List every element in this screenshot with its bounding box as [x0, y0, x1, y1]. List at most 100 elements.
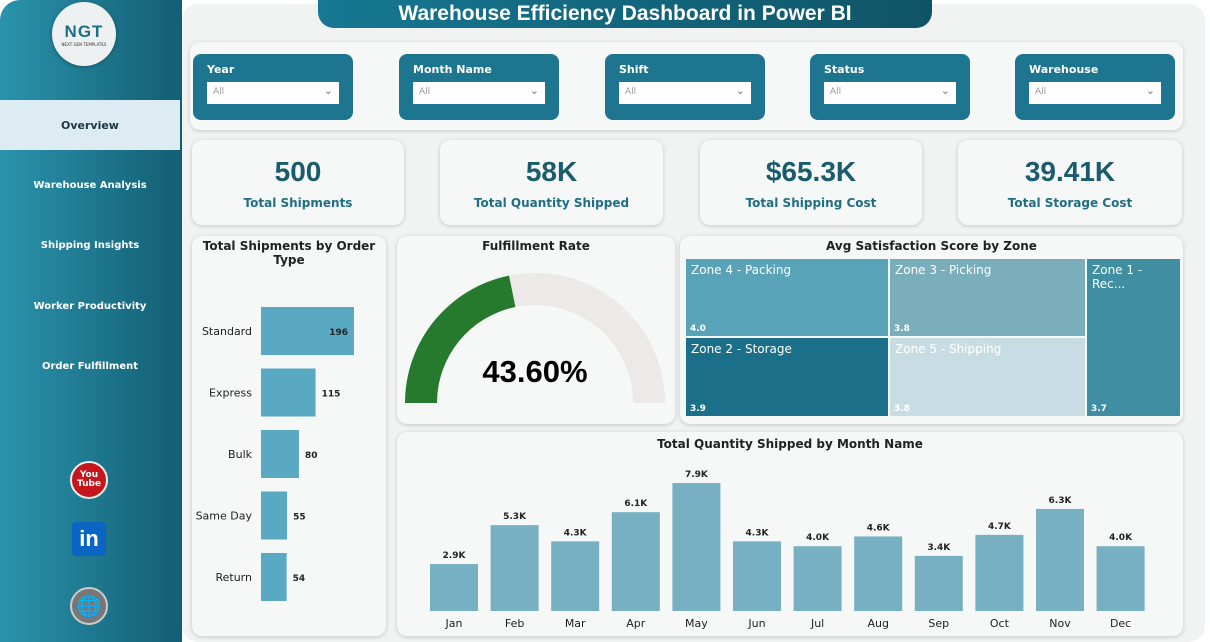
data-label: 115	[322, 390, 341, 400]
category-label: Express	[209, 387, 252, 400]
sidebar: NGT NEXT GEN TEMPLATES Overview Warehouse…	[0, 0, 182, 642]
filter-value: All	[625, 87, 637, 97]
data-label: 6.1K	[624, 499, 648, 509]
month-label: Aug	[867, 617, 888, 630]
fulfillment-gauge	[405, 273, 665, 403]
month-label: Nov	[1049, 617, 1071, 630]
zone-score: 3.9	[690, 404, 706, 414]
youtube-icon[interactable]: You Tube	[70, 461, 108, 499]
kpi-card: 58K Total Quantity Shipped	[440, 140, 663, 225]
data-label: 80	[305, 451, 318, 461]
logo-text: NGT	[64, 21, 104, 41]
logo-subtitle: NEXT GEN TEMPLATES	[61, 41, 107, 47]
month-label: Jul	[810, 617, 824, 630]
treemap-tile[interactable]: Zone 3 - Picking 3.8	[890, 259, 1085, 336]
bar[interactable]	[261, 430, 299, 478]
nav-overview[interactable]: Overview	[0, 100, 180, 150]
zone-name: Zone 5 - Shipping	[895, 342, 1002, 356]
nav-worker-productivity[interactable]: Worker Productivity	[33, 300, 147, 312]
category-label: Same Day	[196, 510, 253, 523]
linkedin-icon[interactable]: in	[72, 522, 106, 556]
filter-dropdown[interactable]: All ⌄	[619, 82, 751, 104]
bar[interactable]	[975, 534, 1024, 611]
month-label: May	[685, 617, 708, 630]
bar[interactable]	[854, 536, 903, 611]
category-label: Standard	[202, 325, 252, 338]
page-title: Warehouse Efficiency Dashboard in Power …	[318, 0, 932, 28]
nav-warehouse-analysis[interactable]: Warehouse Analysis	[33, 179, 147, 191]
kpi-value: 39.41K	[1024, 156, 1116, 187]
bar[interactable]	[490, 525, 539, 611]
data-label: 6.3K	[1049, 496, 1073, 506]
bar[interactable]	[261, 553, 287, 601]
filter-label: Status	[824, 63, 865, 76]
data-label: 4.6K	[867, 523, 891, 533]
bar[interactable]	[551, 541, 600, 611]
filter-value: All	[1035, 87, 1047, 97]
filter-label: Shift	[619, 63, 649, 76]
kpi-value: $65.3K	[765, 156, 857, 187]
data-label: 7.9K	[685, 470, 709, 480]
bar[interactable]	[261, 491, 288, 540]
order-type-bars: Standard 196 Express 115 Bulk 80 Same Day 55 Ret…	[196, 307, 354, 601]
monthly-bars: 2.9K Jan 5.3K Feb 4.3K Mar 6.1K Apr 7.9K May 4.3K J…	[430, 470, 1145, 630]
chevron-down-icon: ⌄	[529, 84, 539, 97]
bar[interactable]	[1096, 546, 1145, 611]
chevron-down-icon: ⌄	[735, 84, 745, 97]
treemap-tile[interactable]: Zone 1 - Rec... 3.7	[1087, 259, 1180, 416]
data-label: 4.0K	[806, 533, 830, 543]
filter-dropdown[interactable]: All ⌄	[413, 82, 545, 104]
category-label: Return	[215, 571, 252, 584]
chart-title: Total Quantity Shipped by Month Name	[657, 437, 923, 451]
treemap-tile[interactable]: Zone 2 - Storage 3.9	[686, 338, 888, 416]
zone-name: Zone 3 - Picking	[895, 263, 992, 277]
bar[interactable]	[430, 564, 478, 611]
bar[interactable]	[261, 307, 354, 355]
filter-warehouse: Warehouse All ⌄	[1015, 54, 1175, 120]
data-label: 196	[329, 328, 348, 338]
gauge-fill	[405, 275, 516, 403]
data-label: 54	[293, 574, 306, 584]
month-label: Mar	[565, 617, 586, 630]
bar[interactable]	[793, 546, 842, 611]
month-label: Oct	[990, 617, 1010, 630]
zone-score: 3.8	[894, 404, 910, 414]
filter-value: All	[830, 87, 842, 97]
bar[interactable]	[611, 512, 660, 611]
kpi-label: Total Shipping Cost	[745, 196, 877, 210]
bar[interactable]	[914, 555, 963, 611]
filter-label: Month Name	[413, 63, 492, 76]
nav-order-fulfillment[interactable]: Order Fulfillment	[41, 360, 139, 372]
gauge-value: 43.60%	[482, 354, 588, 389]
kpi-value: 58K	[525, 156, 578, 187]
filter-dropdown[interactable]: All ⌄	[824, 82, 956, 104]
filter-value: All	[213, 87, 225, 97]
globe-icon[interactable]: 🌐	[70, 587, 108, 625]
kpi-label: Total Storage Cost	[1007, 196, 1133, 210]
order-type-chart: Total Shipments by Order Type	[192, 236, 386, 636]
month-label: Apr	[626, 617, 646, 630]
filter-year: Year All ⌄	[193, 54, 353, 120]
data-label: 4.0K	[1109, 533, 1133, 543]
ngt-logo: NGT NEXT GEN TEMPLATES	[52, 2, 116, 66]
nav-shipping-insights[interactable]: Shipping Insights	[40, 239, 140, 251]
bar[interactable]	[261, 368, 316, 417]
data-label: 4.3K	[746, 528, 770, 538]
kpi-card: 500 Total Shipments	[192, 140, 404, 225]
month-label: Jan	[445, 617, 463, 630]
filter-dropdown[interactable]: All ⌄	[1029, 82, 1161, 104]
bar[interactable]	[672, 483, 721, 611]
filter-value: All	[419, 87, 431, 97]
filter-dropdown[interactable]: All ⌄	[207, 82, 339, 104]
kpi-label: Total Quantity Shipped	[473, 196, 630, 210]
chevron-down-icon: ⌄	[1145, 84, 1155, 97]
bar[interactable]	[1036, 508, 1084, 611]
kpi-label: Total Shipments	[243, 196, 353, 210]
treemap-tile[interactable]: Zone 5 - Shipping 3.8	[890, 338, 1085, 416]
category-label: Bulk	[228, 448, 253, 461]
filter-status: Status All ⌄	[810, 54, 970, 120]
month-label: Sep	[928, 617, 949, 630]
month-label: Jun	[747, 617, 765, 630]
treemap-tile[interactable]: Zone 4 - Packing 4.0	[686, 259, 888, 336]
bar[interactable]	[733, 541, 781, 611]
